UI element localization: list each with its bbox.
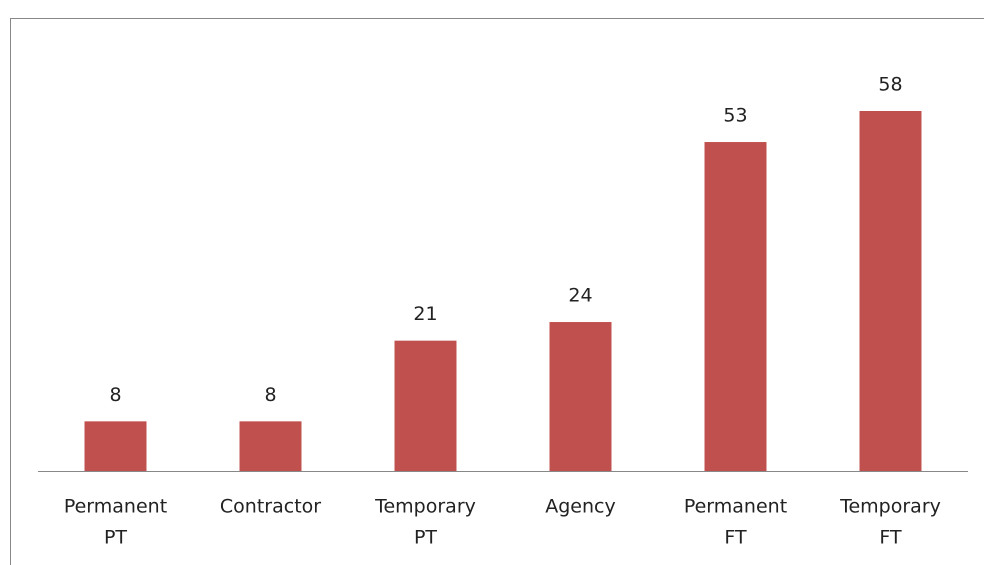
x-tick-label: Permanent — [684, 496, 787, 518]
bar — [394, 340, 457, 471]
x-tick-label: Contractor — [220, 496, 321, 518]
data-label: 8 — [109, 384, 121, 406]
bar — [704, 142, 767, 471]
chart-frame — [10, 18, 984, 565]
x-tick-label: PT — [414, 527, 437, 549]
data-label: 24 — [568, 285, 592, 307]
data-label: 53 — [723, 105, 747, 127]
data-label: 58 — [878, 74, 902, 96]
bar — [549, 322, 612, 471]
x-tick-label: PT — [104, 527, 127, 549]
x-tick-label: Permanent — [64, 496, 167, 518]
bar — [84, 421, 147, 471]
x-tick-label: FT — [724, 527, 747, 549]
x-tick-label: FT — [879, 527, 902, 549]
data-label: 8 — [264, 384, 276, 406]
data-label: 21 — [413, 303, 437, 325]
x-tick-label: Temporary — [374, 496, 476, 518]
bar — [239, 421, 302, 471]
x-tick-label: Temporary — [839, 496, 941, 518]
x-tick-label: Agency — [545, 496, 615, 518]
bar — [859, 111, 922, 471]
